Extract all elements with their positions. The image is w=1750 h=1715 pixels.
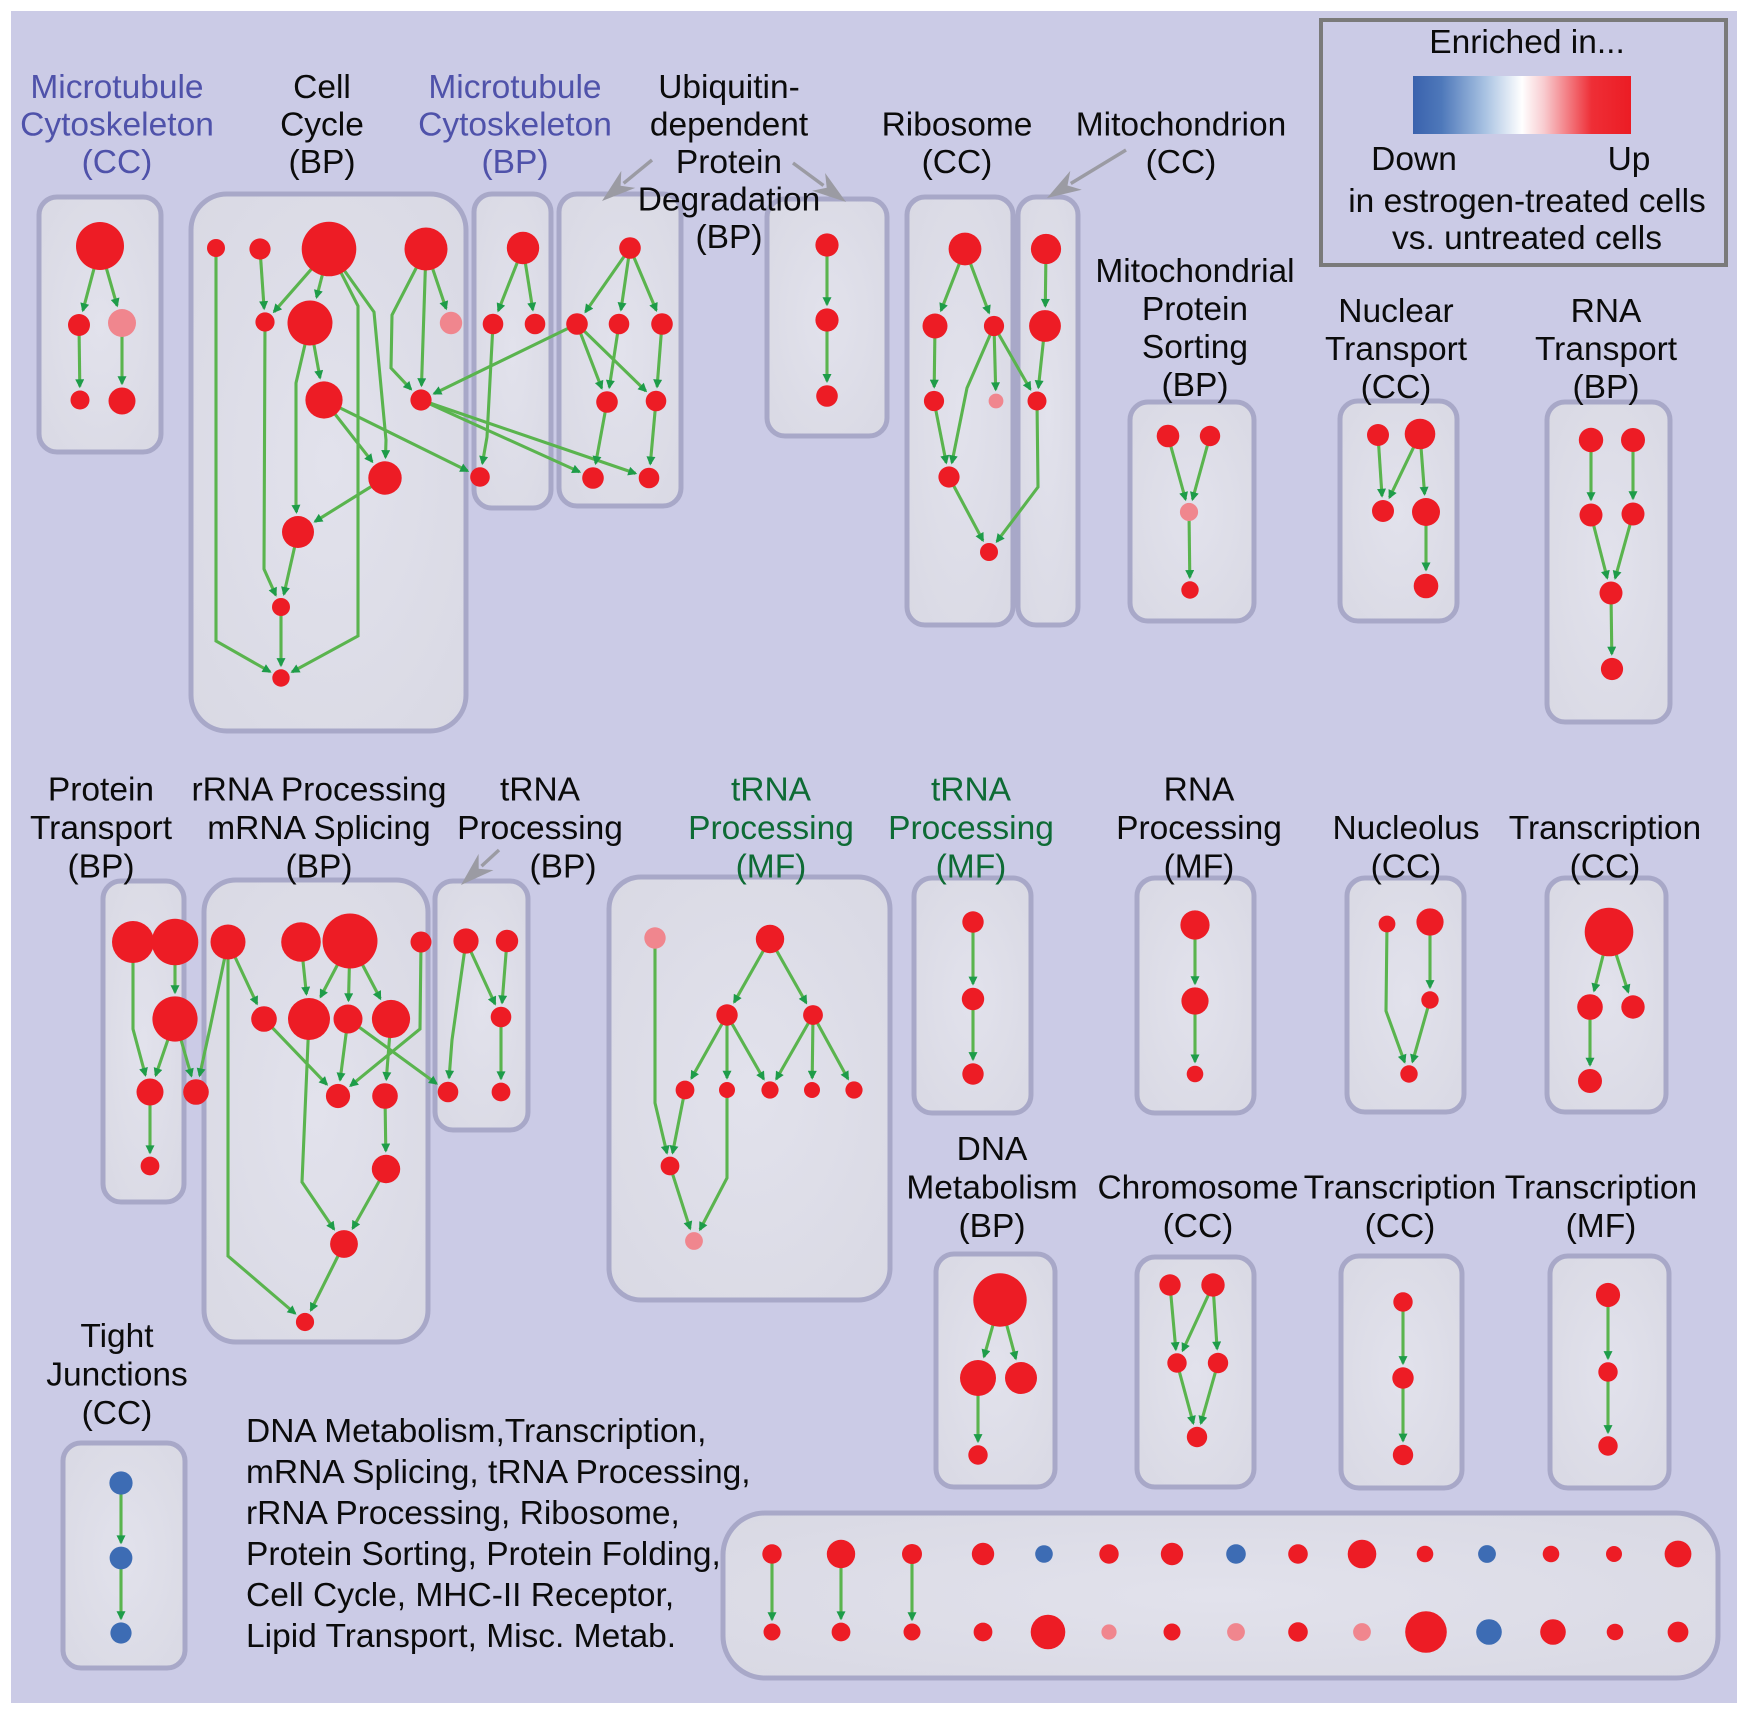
- svg-text:rRNA Processing, Ribosome,: rRNA Processing, Ribosome,: [246, 1495, 680, 1532]
- svg-text:Transport: Transport: [1325, 331, 1468, 368]
- svg-text:(BP): (BP): [959, 1208, 1026, 1245]
- svg-text:(CC): (CC): [1365, 1208, 1436, 1245]
- svg-text:Ubiquitin-: Ubiquitin-: [658, 69, 800, 106]
- svg-text:Enriched in...: Enriched in...: [1429, 24, 1625, 61]
- svg-text:(CC): (CC): [1570, 849, 1641, 886]
- svg-text:Metabolism: Metabolism: [906, 1170, 1077, 1207]
- svg-text:Protein: Protein: [48, 772, 154, 809]
- svg-text:Transport: Transport: [30, 810, 173, 847]
- svg-text:in estrogen-treated cells: in estrogen-treated cells: [1348, 183, 1706, 220]
- svg-text:RNA: RNA: [1164, 772, 1235, 809]
- svg-text:(CC): (CC): [1146, 144, 1217, 181]
- svg-text:Processing: Processing: [1116, 810, 1282, 847]
- svg-text:tRNA: tRNA: [931, 772, 1012, 809]
- svg-text:Cytoskeleton: Cytoskeleton: [20, 107, 214, 144]
- svg-text:Transcription: Transcription: [1505, 1170, 1697, 1207]
- svg-text:(MF): (MF): [936, 849, 1007, 886]
- svg-text:Tight: Tight: [80, 1318, 154, 1355]
- svg-text:Protein: Protein: [676, 144, 782, 181]
- svg-text:(CC): (CC): [922, 144, 993, 181]
- svg-text:(CC): (CC): [82, 1395, 153, 1432]
- svg-text:Protein: Protein: [1142, 291, 1248, 328]
- svg-text:(MF): (MF): [1164, 849, 1235, 886]
- svg-text:Nucleolus: Nucleolus: [1332, 810, 1479, 847]
- svg-text:Microtubule: Microtubule: [428, 69, 601, 106]
- svg-text:(BP): (BP): [696, 219, 763, 256]
- svg-text:(CC): (CC): [1163, 1208, 1234, 1245]
- svg-text:(BP): (BP): [1162, 367, 1229, 404]
- svg-text:Chromosome: Chromosome: [1097, 1170, 1298, 1207]
- svg-text:Mitochondrion: Mitochondrion: [1076, 107, 1286, 144]
- svg-text:Processing: Processing: [688, 810, 854, 847]
- svg-text:tRNA: tRNA: [731, 772, 812, 809]
- svg-text:Sorting: Sorting: [1142, 329, 1248, 366]
- svg-text:mRNA Splicing, tRNA Processing: mRNA Splicing, tRNA Processing,: [246, 1454, 751, 1491]
- svg-text:dependent: dependent: [650, 107, 809, 144]
- svg-text:(BP): (BP): [1573, 369, 1640, 406]
- svg-text:Lipid Transport, Misc. Metab.: Lipid Transport, Misc. Metab.: [246, 1618, 676, 1655]
- svg-text:(BP): (BP): [530, 849, 597, 886]
- svg-text:Ribosome: Ribosome: [882, 107, 1033, 144]
- svg-text:Nuclear: Nuclear: [1338, 293, 1453, 330]
- svg-text:Up: Up: [1608, 141, 1651, 178]
- svg-text:(BP): (BP): [286, 849, 353, 886]
- svg-text:Processing: Processing: [457, 810, 623, 847]
- svg-text:Transcription: Transcription: [1304, 1170, 1496, 1207]
- svg-text:Junctions: Junctions: [46, 1357, 188, 1394]
- svg-text:mRNA Splicing: mRNA Splicing: [207, 810, 430, 847]
- svg-text:Cell Cycle, MHC-II Receptor,: Cell Cycle, MHC-II Receptor,: [246, 1577, 674, 1614]
- svg-text:Transport: Transport: [1535, 331, 1678, 368]
- svg-text:rRNA Processing: rRNA Processing: [191, 772, 446, 809]
- svg-text:(CC): (CC): [1371, 849, 1442, 886]
- svg-text:(MF): (MF): [1566, 1208, 1637, 1245]
- svg-text:DNA: DNA: [957, 1131, 1028, 1168]
- svg-text:(CC): (CC): [82, 144, 153, 181]
- svg-text:RNA: RNA: [1571, 293, 1642, 330]
- svg-text:Cytoskeleton: Cytoskeleton: [418, 107, 612, 144]
- svg-text:(MF): (MF): [736, 849, 807, 886]
- svg-text:(BP): (BP): [482, 144, 549, 181]
- svg-text:Mitochondrial: Mitochondrial: [1095, 253, 1294, 290]
- svg-text:DNA Metabolism,Transcription,: DNA Metabolism,Transcription,: [246, 1413, 706, 1450]
- svg-text:vs. untreated cells: vs. untreated cells: [1392, 220, 1662, 257]
- svg-text:Degradation: Degradation: [638, 182, 821, 219]
- svg-text:tRNA: tRNA: [500, 772, 581, 809]
- svg-text:Microtubule: Microtubule: [30, 69, 203, 106]
- svg-text:Processing: Processing: [888, 810, 1054, 847]
- svg-text:(BP): (BP): [68, 849, 135, 886]
- svg-text:Transcription: Transcription: [1509, 810, 1701, 847]
- svg-text:(CC): (CC): [1361, 369, 1432, 406]
- svg-text:Cycle: Cycle: [280, 107, 364, 144]
- svg-text:Down: Down: [1371, 141, 1457, 178]
- svg-text:Cell: Cell: [293, 69, 351, 106]
- svg-text:Protein Sorting, Protein Foldi: Protein Sorting, Protein Folding,: [246, 1536, 721, 1573]
- svg-text:(BP): (BP): [289, 144, 356, 181]
